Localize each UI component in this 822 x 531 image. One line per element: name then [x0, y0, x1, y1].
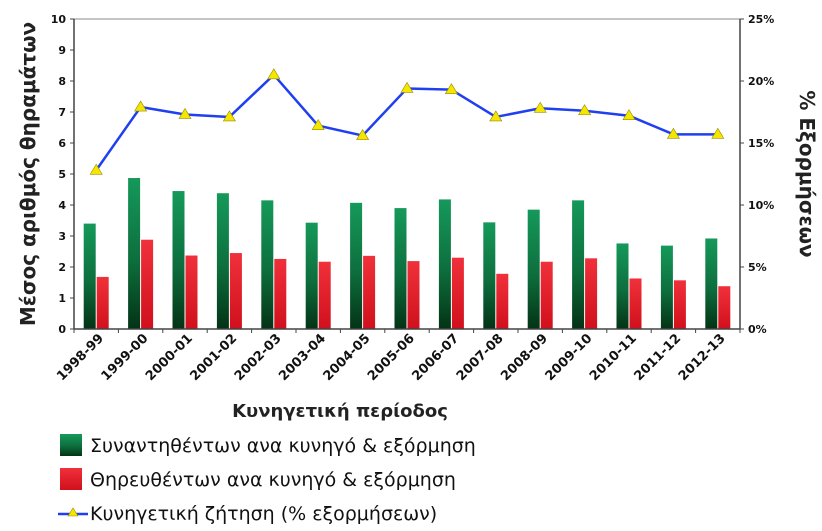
- point-demand: [489, 110, 503, 122]
- bar-hunted: [363, 255, 376, 329]
- point-demand: [89, 163, 103, 175]
- x-tick-label: 2005-06: [365, 331, 418, 384]
- bar-encountered: [394, 208, 407, 329]
- point-demand: [578, 104, 592, 116]
- legend-swatch-encountered: [60, 434, 82, 456]
- point-demand: [666, 127, 680, 139]
- point-demand: [400, 81, 414, 93]
- y2-axis-title: % Εξορμήσεων: [795, 90, 819, 257]
- y2-tick-label: 25%: [748, 13, 774, 26]
- x-tick-label: 2006-07: [409, 331, 462, 384]
- y-tick-label: 4: [58, 199, 66, 212]
- x-tick-label: 2000-01: [143, 331, 196, 384]
- bar-hunted: [496, 273, 509, 329]
- x-tick-label: 2012-13: [676, 331, 729, 384]
- y-tick-label: 10: [51, 13, 67, 26]
- point-demand: [444, 83, 458, 94]
- bar-encountered: [705, 238, 718, 329]
- y-tick-label: 5: [58, 168, 66, 181]
- y2-tick-label: 5%: [748, 261, 767, 274]
- bar-hunted: [185, 255, 198, 329]
- point-demand: [311, 119, 325, 130]
- point-demand: [178, 107, 192, 119]
- legend-label-demand: Κυνηγετική ζήτηση (% εξορμήσεων): [90, 503, 437, 525]
- bar-hunted: [318, 261, 331, 329]
- y-tick-label: 2: [58, 261, 66, 274]
- y2-tick-label: 0%: [748, 323, 767, 336]
- bar-encountered: [438, 199, 451, 329]
- bar-hunted: [96, 276, 109, 329]
- x-tick-label: 2008-09: [498, 331, 551, 384]
- legend-marker-demand: [67, 507, 79, 517]
- x-tick-label: 2003-04: [276, 331, 329, 384]
- bar-encountered: [483, 222, 496, 329]
- bar-encountered: [572, 200, 585, 329]
- bar-encountered: [216, 193, 229, 329]
- bar-hunted: [407, 261, 420, 329]
- bar-hunted: [673, 280, 686, 329]
- point-demand: [533, 101, 547, 113]
- x-tick-label: 2011-12: [631, 331, 684, 384]
- y-tick-label: 8: [58, 75, 66, 88]
- plot-area: [73, 18, 741, 330]
- bar-hunted: [274, 258, 287, 329]
- x-tick-label: 1998-99: [54, 331, 107, 384]
- x-axis-title: Κυνηγετική περίοδος: [232, 401, 448, 422]
- bar-hunted: [629, 278, 642, 329]
- point-demand: [622, 109, 636, 121]
- y-axis-title: Μέσος αριθμός θηραμάτων: [16, 22, 40, 326]
- bar-encountered: [350, 202, 363, 329]
- y2-tick-label: 10%: [748, 199, 774, 212]
- bar-hunted: [451, 257, 464, 329]
- legend-label-hunted: Θηρευθέντων ανα κυνηγό & εξόρμηση: [90, 469, 456, 491]
- y-tick-label: 7: [58, 106, 66, 119]
- bar-encountered: [660, 245, 673, 329]
- bar-hunted: [718, 286, 731, 329]
- legend-label-encountered: Συναντηθέντων ανα κυνηγό & εξόρμηση: [90, 435, 476, 457]
- x-tick-label: 2009-10: [543, 331, 596, 384]
- x-tick-label: 2004-05: [321, 331, 374, 384]
- y-tick-label: 6: [58, 137, 66, 150]
- y2-tick-label: 15%: [748, 137, 774, 150]
- bar-encountered: [305, 222, 318, 329]
- y-tick-label: 0: [58, 323, 66, 336]
- bar-encountered: [83, 223, 96, 329]
- y-tick-label: 1: [58, 292, 66, 305]
- bar-hunted: [141, 239, 154, 329]
- bar-encountered: [616, 243, 629, 329]
- bar-encountered: [128, 178, 141, 329]
- bar-encountered: [261, 200, 274, 329]
- x-tick-label: 2001-02: [187, 331, 240, 384]
- bar-hunted: [229, 253, 242, 329]
- bar-encountered: [172, 191, 185, 329]
- x-tick-label: 2002-03: [232, 331, 285, 384]
- x-tick-label: 2010-11: [587, 331, 640, 384]
- x-tick-label: 1999-00: [99, 331, 152, 384]
- bar-hunted: [585, 258, 598, 329]
- x-tick-label: 2007-08: [454, 331, 507, 384]
- point-demand: [356, 128, 370, 140]
- legend-swatch-hunted: [60, 468, 82, 490]
- y-tick-label: 9: [58, 44, 66, 57]
- point-demand: [222, 110, 236, 122]
- point-demand: [267, 68, 281, 80]
- legend: Συναντηθέντων ανα κυνηγό & εξόρμηση Θηρε…: [58, 434, 476, 525]
- y2-tick-label: 20%: [748, 75, 774, 88]
- bar-encountered: [527, 209, 540, 329]
- point-demand: [711, 127, 725, 139]
- y-tick-label: 3: [58, 230, 66, 243]
- bar-hunted: [540, 261, 553, 329]
- point-demand: [134, 100, 148, 112]
